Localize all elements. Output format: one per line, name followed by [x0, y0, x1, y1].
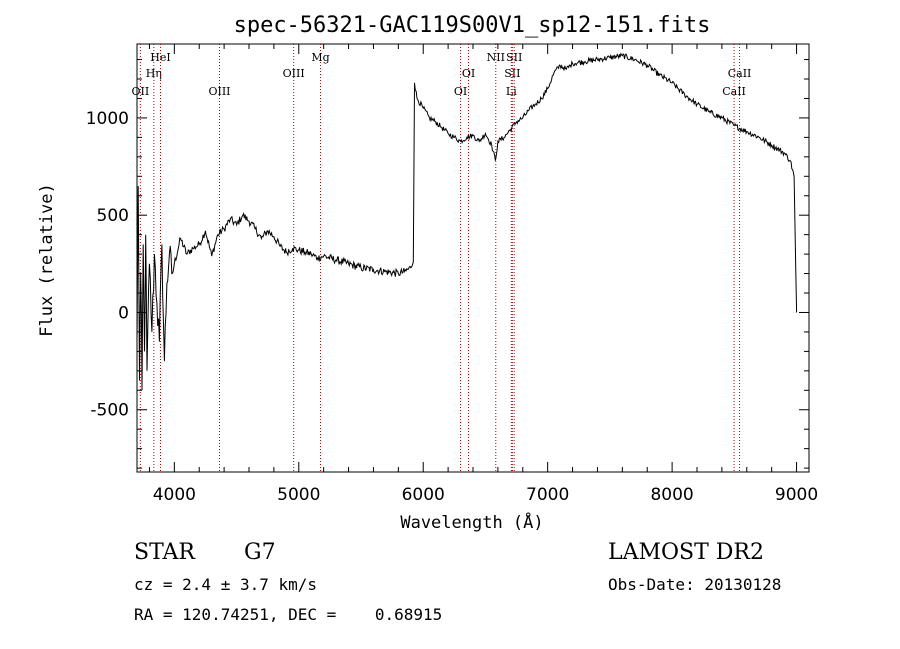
- spectral-line-label: OII: [132, 85, 150, 98]
- spectral-line-label: OI: [454, 85, 467, 98]
- spectral-line-label: Li: [506, 85, 517, 98]
- spectral-line-label: OIII: [283, 67, 305, 80]
- observation-date: Obs-Date: 20130128: [608, 575, 782, 594]
- spectral-line-label: CaII: [722, 85, 746, 98]
- x-tick-label: 9000: [775, 485, 818, 505]
- x-tick-label: 6000: [402, 485, 445, 505]
- coordinates-readout: RA = 120.74251, DEC = 0.68915: [134, 605, 443, 624]
- spectrum-series-line: [136, 52, 798, 391]
- spectral-line-label: NII: [487, 51, 505, 64]
- spectral-line-label: CaII: [728, 67, 752, 80]
- spectral-line-label: SII: [504, 67, 520, 80]
- spectral-line-label: OIII: [208, 85, 230, 98]
- y-tick-label: -500: [90, 401, 129, 421]
- axis-ticks: [137, 44, 809, 472]
- y-axis-label: Flux (relative): [37, 183, 57, 337]
- plot-frame: [136, 43, 810, 473]
- survey-label: LAMOST DR2: [608, 540, 764, 565]
- redshift-readout: cz = 2.4 ± 3.7 km/s: [134, 575, 318, 594]
- spectral-line-markers: OII Hη HeI OIII OIII Mg OI OI NII Li SII SII CaII CaI…: [132, 44, 752, 472]
- x-tick-label: 7000: [526, 485, 569, 505]
- spectral-line-label: Hη: [146, 67, 162, 80]
- x-tick-label: 5000: [277, 485, 320, 505]
- y-tick-labels: -500 0 500 1000: [86, 109, 129, 421]
- x-axis-label: Wavelength (Å): [400, 511, 543, 533]
- y-tick-label: 0: [118, 303, 129, 323]
- object-class: STAR: [134, 540, 195, 565]
- x-tick-labels: 4000 5000 6000 7000 8000 9000: [153, 485, 818, 505]
- x-tick-label: 8000: [650, 485, 693, 505]
- chart-title: spec-56321-GAC119S00V1_sp12-151.fits: [234, 13, 711, 38]
- spectral-line-label: SII: [506, 51, 522, 64]
- x-tick-label: 4000: [153, 485, 196, 505]
- spectral-line-label: OI: [462, 67, 475, 80]
- y-tick-label: 1000: [86, 109, 129, 129]
- spectral-line-label: HeI: [150, 51, 170, 64]
- object-subclass: G7: [244, 540, 276, 565]
- y-tick-label: 500: [97, 206, 129, 226]
- spectral-line-label: Mg: [311, 51, 329, 64]
